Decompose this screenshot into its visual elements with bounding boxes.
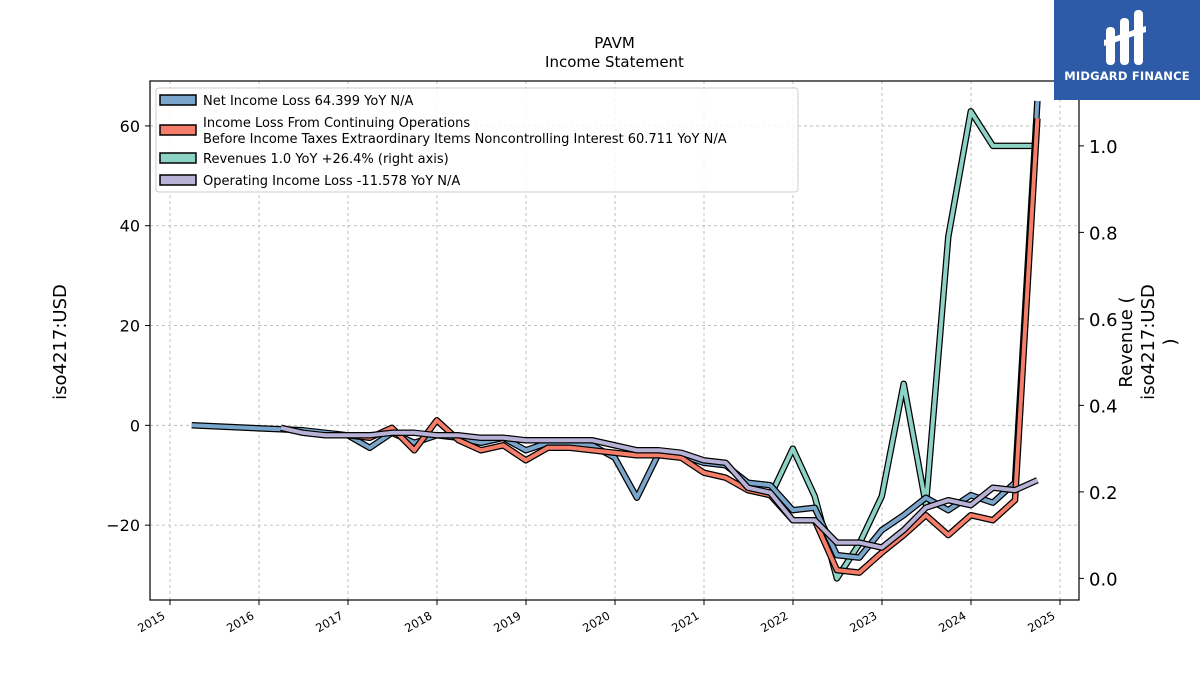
- legend-label: Operating Income Loss -11.578 YoY N/A: [203, 174, 460, 189]
- legend-label: Revenues 1.0 YoY +26.4% (right axis): [203, 152, 449, 167]
- midgard-logo-icon: [1104, 10, 1146, 65]
- brand-logo: MIDGARD FINANCE: [1054, 0, 1200, 100]
- y2-axis-label-line: Revenue (: [1116, 296, 1137, 387]
- x-tick-label: 2023: [847, 608, 879, 635]
- x-tick-label: 2022: [758, 608, 790, 635]
- y2-tick-label: 0.4: [1089, 396, 1118, 417]
- legend-swatch: [159, 94, 197, 106]
- y-tick-label: −20: [106, 516, 140, 535]
- y2-axis-label-text: Revenue (iso4217:USD): [1116, 284, 1181, 400]
- x-tick-label: 2021: [669, 608, 701, 635]
- x-tick-label: 2017: [313, 608, 345, 635]
- legend-swatch: [159, 124, 197, 136]
- y-axis-left: −20 0 20 40 60: [106, 117, 150, 535]
- x-tick-label: 2020: [580, 608, 612, 635]
- legend-label-line: Before Income Taxes Extraordinary Items …: [203, 132, 727, 147]
- y-tick-label: 20: [120, 317, 140, 336]
- legend-box: [155, 87, 799, 193]
- y2-tick-label: 0.2: [1089, 483, 1118, 504]
- logo-text: MIDGARD FINANCE: [1064, 69, 1190, 83]
- y2-axis-label: Revenue (iso4217:USD): [1116, 284, 1181, 400]
- y2-axis-label-line: ): [1160, 338, 1181, 345]
- x-tick-label: 2016: [224, 608, 256, 635]
- legend-label: Net Income Loss 64.399 YoY N/A: [203, 94, 414, 109]
- legend-swatch: [159, 174, 197, 186]
- x-tick-label: 2025: [1025, 608, 1057, 635]
- series-line: [280, 425, 1039, 550]
- y2-tick-label: 0.6: [1089, 310, 1118, 331]
- x-tick-label: 2019: [491, 608, 523, 635]
- legend-label: Income Loss From Continuing Operations Be…: [203, 116, 727, 147]
- legend-swatch: [159, 152, 197, 164]
- x-axis: 2015 2016 2017 2018 2019 2020 2021 2022 2023 2024…: [135, 600, 1061, 635]
- y-tick-label: 40: [120, 217, 140, 236]
- y-tick-label: 0: [130, 416, 140, 435]
- y2-tick-label: 0.0: [1089, 569, 1118, 590]
- x-tick-label: 2018: [402, 608, 434, 635]
- chart-subtitle: Income Statement: [545, 53, 684, 71]
- series-lines: [191, 100, 1041, 582]
- series-line: [768, 109, 1038, 581]
- chart-title: PAVM: [594, 34, 635, 52]
- y2-axis-label-line: iso4217:USD: [1138, 284, 1159, 400]
- y2-tick-label: 0.8: [1089, 223, 1118, 244]
- x-tick-label: 2024: [936, 608, 968, 635]
- y-axis-label: iso4217:USD: [50, 284, 71, 400]
- x-tick-label: 2015: [135, 608, 167, 635]
- y-axis-right: 0.0 0.2 0.4 0.6 0.8 1.0: [1079, 137, 1118, 590]
- legend-label-line: Income Loss From Continuing Operations: [203, 116, 470, 131]
- y2-tick-label: 1.0: [1089, 137, 1118, 158]
- legend: Net Income Loss 64.399 YoY N/A Income Los…: [155, 87, 799, 193]
- series-line: [347, 118, 1040, 575]
- y-tick-label: 60: [120, 117, 140, 136]
